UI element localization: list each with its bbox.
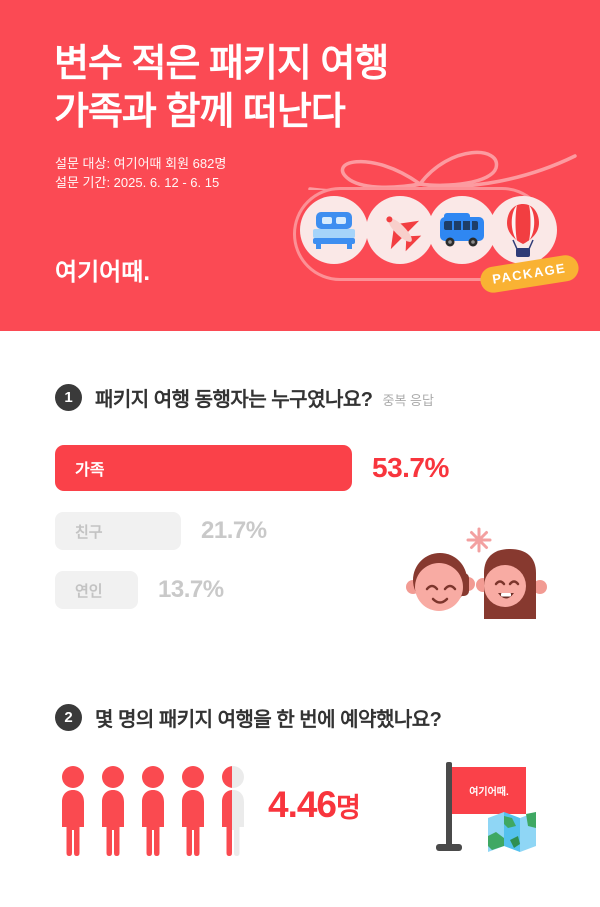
flag-banner — [452, 767, 526, 814]
bar-label: 친구 — [75, 523, 103, 541]
bar-row-1: 가족 53.7% — [55, 445, 555, 491]
question-1-note: 중복 응답 — [382, 392, 434, 408]
plane-circle — [366, 196, 434, 264]
bar-label: 연인 — [75, 582, 103, 600]
bus-circle — [428, 196, 496, 264]
companion-bar-chart: 가족 53.7% 친구 21.7% 연인 13.7% — [55, 445, 555, 630]
average-people-value: 4.46명 — [268, 784, 361, 826]
flag-logo: 여기어때. — [469, 785, 509, 798]
balloon-circle — [489, 196, 557, 264]
bar-value: 21.7% — [201, 517, 267, 544]
survey-period: 설문 기간: 2025. 6. 12 - 6. 15 — [55, 175, 220, 190]
page-title: 변수 적은 패키지 여행 가족과 함께 떠난다 — [54, 40, 389, 136]
person-icon — [182, 766, 204, 856]
bar-row-3: 연인 13.7% — [55, 571, 555, 609]
bus-icon — [440, 212, 484, 246]
plane-icon — [386, 216, 422, 252]
package-gift-graphic: PACKAGE — [280, 140, 590, 310]
question-2-text: 몇 명의 패키지 여행을 한 번에 예약했나요? — [95, 709, 442, 731]
question-1-header: 1 패키지 여행 동행자는 누구였나요? 중복 응답 — [55, 383, 434, 412]
couple-illustration — [406, 527, 547, 619]
bar-value: 53.7% — [372, 452, 449, 483]
value-unit: 명 — [336, 793, 361, 823]
map-icon — [488, 812, 536, 852]
question-2-header: 2 몇 명의 패키지 여행을 한 번에 예약했나요? — [55, 703, 442, 732]
value-number: 4.46 — [268, 784, 337, 825]
hero-section: 변수 적은 패키지 여행 가족과 함께 떠난다 설문 대상: 여기어때 회원 6… — [0, 0, 600, 331]
title-line-1: 변수 적은 패키지 여행 — [54, 43, 389, 85]
title-line-2: 가족과 함께 떠난다 — [54, 91, 346, 133]
gift-icon-circles — [300, 196, 557, 264]
person-icon — [62, 766, 84, 856]
flag-pole — [446, 762, 452, 846]
question-1-text: 패키지 여행 동행자는 누구였나요? — [95, 389, 373, 411]
bar-value: 13.7% — [158, 576, 224, 603]
person-icon — [142, 766, 164, 856]
bar-fill: 친구 — [55, 512, 181, 550]
person-icon — [222, 766, 244, 856]
hot-air-balloon-icon — [507, 204, 539, 257]
sparkle-icon — [466, 527, 492, 553]
question-1-badge: 1 — [55, 384, 82, 411]
bar-fill: 가족 — [55, 445, 352, 491]
bar-fill: 연인 — [55, 571, 138, 609]
person-icon — [102, 766, 124, 856]
ribbon-bow-icon — [308, 150, 577, 190]
bar-label: 가족 — [75, 462, 105, 479]
bed-icon — [313, 211, 355, 249]
bed-circle — [300, 196, 368, 264]
survey-target: 설문 대상: 여기어때 회원 682명 — [55, 156, 227, 171]
person-pictogram — [58, 766, 248, 856]
question-2-badge: 2 — [55, 704, 82, 731]
brand-logo: 여기어때. — [55, 259, 150, 286]
bar-row-2: 친구 21.7% — [55, 512, 555, 550]
flag-and-map-illustration: 여기어때. — [436, 762, 536, 852]
survey-info: 설문 대상: 여기어때 회원 682명 설문 기간: 2025. 6. 12 -… — [55, 154, 226, 192]
